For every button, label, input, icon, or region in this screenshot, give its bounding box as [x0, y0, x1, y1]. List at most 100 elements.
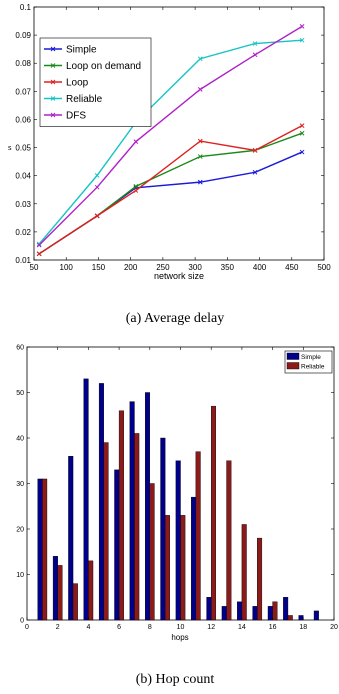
series-line-loop: [38, 125, 303, 255]
bar-simple: [221, 606, 227, 621]
bar-reliable: [272, 601, 278, 621]
bar-simple: [267, 606, 273, 621]
bar-reliable: [118, 410, 124, 621]
data-point: [36, 241, 42, 247]
legend-a: Simple Loop on demand Loop Reliable DFS: [39, 37, 152, 127]
legend-label-b: Simple: [301, 354, 321, 361]
bar-simple: [98, 383, 104, 621]
y-tick-label-b: 60: [16, 345, 24, 352]
bar-simple: [144, 392, 151, 621]
bar-simple: [313, 610, 319, 621]
bar-reliable: [180, 515, 186, 621]
legend-label-b: Reliable: [301, 364, 325, 371]
data-point: [299, 130, 305, 136]
data-point: [36, 251, 42, 257]
data-point: [94, 213, 100, 219]
y-tick-label-a: 0.09: [15, 31, 31, 40]
data-point: [133, 139, 139, 145]
data-point: [299, 123, 305, 128]
data-point: [133, 183, 139, 189]
bar-simple: [175, 460, 181, 621]
y-tick-label-a: 0.03: [15, 200, 31, 209]
hop-count-chart: 0 2 4 6 8 10 12 14 16 18 20 0 10 20 30 40 50 60 hops Simp…: [16, 345, 338, 688]
data-point: [94, 173, 100, 178]
x-tick-label-b: 2: [56, 624, 60, 631]
y-axis-label-a: s: [8, 145, 12, 152]
x-axis-label-b: hops: [171, 633, 188, 642]
bar-simple: [298, 615, 304, 621]
y-tick-label-b: 50: [16, 390, 24, 397]
legend-swatch-b: [286, 362, 300, 370]
bar-simple: [252, 606, 258, 621]
data-point: [252, 41, 258, 46]
bar-reliable: [42, 478, 48, 621]
bar-simple: [83, 378, 89, 621]
bar-reliable: [149, 483, 155, 621]
caption-a: (a) Average delay: [126, 311, 224, 326]
legend-label-a: Simple: [66, 45, 97, 56]
x-tick-label-b: 10: [177, 624, 185, 631]
average-delay-chart: 50 100 150 200 250 300 350 400 450 500 0.01 0.02 0.0…: [8, 3, 331, 326]
bar-reliable: [164, 515, 170, 621]
x-tick-label-a: 50: [30, 263, 39, 272]
bar-reliable: [210, 405, 217, 621]
y-tick-label-a: 0.01: [15, 256, 31, 265]
bar-simple: [283, 597, 289, 621]
bar-simple: [114, 469, 120, 621]
data-point: [252, 169, 258, 175]
x-tick-label-b: 20: [330, 624, 338, 631]
x-tick-label-a: 300: [188, 263, 202, 272]
bar-reliable: [195, 451, 201, 621]
data-point: [197, 179, 203, 185]
x-tick-label-b: 0: [25, 624, 29, 631]
legend-swatch-b: [286, 352, 300, 360]
bar-reliable: [72, 583, 78, 621]
legend-label-a: Reliable: [66, 94, 103, 105]
series-line-dfs: [38, 25, 303, 246]
data-point: [299, 149, 305, 155]
bar-reliable: [257, 537, 263, 621]
bar-reliable: [287, 615, 293, 621]
y-tick-label-b: 20: [16, 527, 24, 534]
x-axis-label-a: network size: [154, 271, 204, 281]
y-tick-label-a: 0.02: [15, 228, 31, 237]
data-point: [133, 188, 139, 193]
bar-reliable: [103, 442, 109, 621]
series-line-reliable: [38, 39, 303, 245]
bar-reliable: [226, 460, 232, 621]
y-tick-label-a: 0.1: [20, 3, 32, 12]
bar-reliable: [57, 565, 63, 621]
x-tick-label-b: 16: [269, 624, 277, 631]
bar-simple: [52, 556, 58, 621]
x-tick-label-a: 150: [92, 263, 106, 272]
y-tick-label-a: 0.06: [15, 115, 31, 124]
y-tick-label-b: 30: [16, 481, 24, 488]
x-tick-label-b: 6: [117, 624, 121, 631]
y-tick-label-a: 0.08: [15, 59, 31, 68]
x-tick-label-b: 14: [238, 624, 246, 631]
bar-reliable: [241, 524, 247, 621]
y-tick-label-b: 10: [16, 572, 24, 579]
bar-reliable: [88, 560, 94, 621]
x-tick-label-a: 100: [60, 263, 74, 272]
legend-label-a: Loop on demand: [66, 61, 141, 72]
data-point: [252, 52, 258, 58]
x-tick-label-b: 18: [299, 624, 307, 631]
bar-simple: [160, 437, 166, 621]
data-point: [299, 24, 305, 29]
bar-simple: [206, 597, 212, 621]
data-point: [94, 184, 100, 190]
bar-simple: [68, 456, 74, 621]
x-tick-label-a: 250: [156, 263, 170, 272]
legend-label-a: DFS: [66, 111, 86, 122]
caption-b: (b) Hop count: [136, 672, 215, 687]
data-point: [299, 37, 305, 43]
x-tick-label-b: 4: [86, 624, 90, 631]
bar-simple: [237, 601, 243, 621]
legend-label-a: Loop: [66, 78, 89, 89]
x-tick-label-a: 400: [253, 263, 267, 272]
data-point: [197, 138, 203, 144]
x-tick-label-a: 200: [124, 263, 138, 272]
y-tick-label-b: 40: [16, 436, 24, 443]
